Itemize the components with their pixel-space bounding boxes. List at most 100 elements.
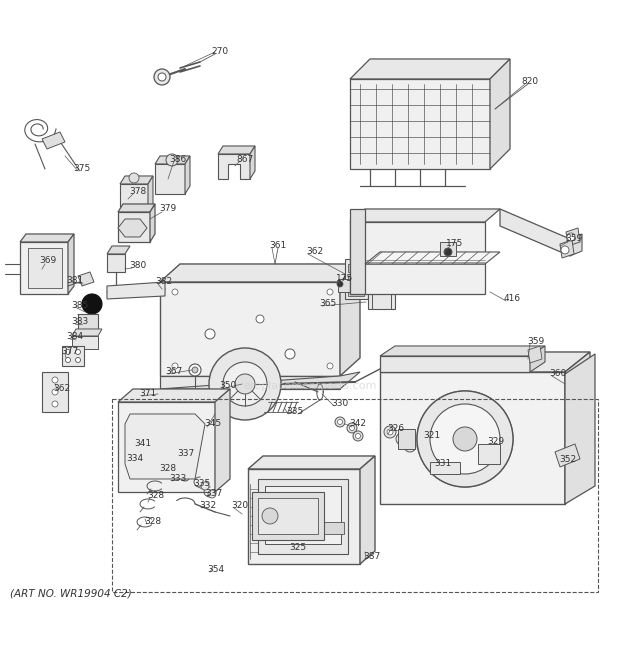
Circle shape <box>567 233 575 241</box>
Text: 329: 329 <box>487 438 505 446</box>
Circle shape <box>66 358 71 362</box>
Circle shape <box>166 154 178 166</box>
Circle shape <box>347 423 357 433</box>
Circle shape <box>407 443 413 449</box>
Polygon shape <box>338 279 358 292</box>
Circle shape <box>129 173 139 183</box>
Text: 332: 332 <box>200 502 216 510</box>
Polygon shape <box>125 414 205 479</box>
Circle shape <box>183 474 187 478</box>
Circle shape <box>453 427 477 451</box>
Polygon shape <box>350 209 500 222</box>
Polygon shape <box>215 389 230 492</box>
Polygon shape <box>107 246 130 254</box>
Polygon shape <box>398 429 415 449</box>
Polygon shape <box>566 228 580 246</box>
Text: 360: 360 <box>549 369 567 379</box>
Polygon shape <box>118 402 215 492</box>
Circle shape <box>76 358 81 362</box>
Polygon shape <box>360 456 375 564</box>
Text: 328: 328 <box>144 518 162 526</box>
Circle shape <box>180 471 190 481</box>
Polygon shape <box>218 154 250 179</box>
Text: 333: 333 <box>169 475 187 483</box>
Polygon shape <box>120 184 148 212</box>
Text: 359: 359 <box>565 235 583 243</box>
Circle shape <box>76 350 81 354</box>
Bar <box>348 288 364 296</box>
Polygon shape <box>350 209 365 294</box>
Polygon shape <box>350 59 510 79</box>
Polygon shape <box>160 376 340 389</box>
Circle shape <box>192 367 198 373</box>
Text: 328: 328 <box>159 465 177 473</box>
Polygon shape <box>565 352 590 504</box>
Circle shape <box>561 246 569 254</box>
Polygon shape <box>380 346 545 356</box>
Polygon shape <box>72 336 98 349</box>
Bar <box>258 479 348 554</box>
Circle shape <box>337 420 342 424</box>
Polygon shape <box>107 282 165 299</box>
Polygon shape <box>345 259 368 299</box>
Circle shape <box>427 440 438 451</box>
Circle shape <box>189 364 201 376</box>
Text: 385: 385 <box>71 301 89 311</box>
Text: 175: 175 <box>337 274 353 284</box>
Polygon shape <box>530 346 545 372</box>
Circle shape <box>404 440 416 452</box>
Polygon shape <box>248 469 360 564</box>
Text: 371: 371 <box>140 389 157 399</box>
Polygon shape <box>500 209 570 256</box>
Polygon shape <box>118 212 150 242</box>
Polygon shape <box>160 264 360 282</box>
Bar <box>265 486 341 544</box>
Text: 337: 337 <box>205 490 223 498</box>
Text: 341: 341 <box>135 440 151 448</box>
Polygon shape <box>350 222 485 294</box>
Circle shape <box>444 248 452 256</box>
Text: 320: 320 <box>231 502 249 510</box>
Text: 335: 335 <box>193 479 211 488</box>
Polygon shape <box>78 314 98 332</box>
Text: 377: 377 <box>61 348 79 356</box>
Circle shape <box>417 391 513 487</box>
Bar <box>348 276 364 284</box>
Text: 867: 867 <box>236 155 254 165</box>
Polygon shape <box>478 444 500 464</box>
Text: 328: 328 <box>148 492 164 500</box>
Circle shape <box>82 294 102 314</box>
Polygon shape <box>160 282 340 376</box>
Polygon shape <box>368 289 395 309</box>
Bar <box>258 498 318 534</box>
Text: 416: 416 <box>503 294 521 303</box>
Circle shape <box>396 433 408 445</box>
Polygon shape <box>42 372 68 412</box>
Text: 362: 362 <box>53 385 71 393</box>
Text: 337: 337 <box>177 449 195 459</box>
Text: 359: 359 <box>528 338 544 346</box>
Circle shape <box>430 404 500 474</box>
Text: 369: 369 <box>40 256 56 266</box>
Polygon shape <box>155 389 180 402</box>
Text: 386: 386 <box>169 155 187 165</box>
Text: 270: 270 <box>211 48 229 56</box>
Polygon shape <box>490 59 510 169</box>
Polygon shape <box>155 156 190 164</box>
Circle shape <box>399 436 405 442</box>
Circle shape <box>208 490 216 498</box>
Text: 362: 362 <box>306 247 324 256</box>
Polygon shape <box>118 389 230 402</box>
Circle shape <box>327 363 333 369</box>
Circle shape <box>154 69 170 85</box>
Circle shape <box>387 429 393 435</box>
Circle shape <box>384 426 396 438</box>
Circle shape <box>235 374 255 394</box>
Polygon shape <box>218 146 255 154</box>
Text: 820: 820 <box>521 77 539 87</box>
Polygon shape <box>248 456 375 469</box>
Circle shape <box>418 434 430 444</box>
Polygon shape <box>430 462 460 474</box>
Circle shape <box>262 508 278 524</box>
Text: 361: 361 <box>269 241 286 251</box>
